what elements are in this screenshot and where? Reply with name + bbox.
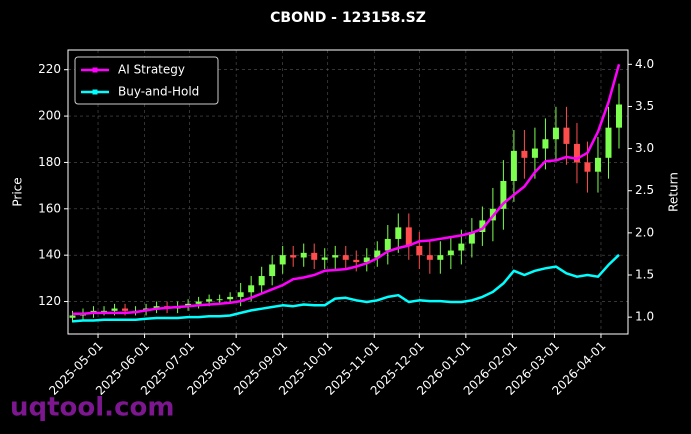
candle-body: [584, 162, 591, 172]
candle-body: [153, 306, 160, 309]
legend-label: Buy-and-Hold: [118, 85, 199, 99]
candle-body: [437, 255, 444, 260]
legend-box: [74, 56, 219, 105]
candle-body: [552, 127, 559, 140]
candle-body: [563, 127, 570, 144]
y2-axis-label: Return: [667, 172, 681, 212]
y2-tick-label: 1.0: [635, 310, 654, 324]
candle-body: [426, 255, 433, 260]
candle-body: [542, 139, 549, 149]
y2-tick-label: 2.5: [635, 183, 654, 197]
candle-body: [594, 157, 601, 172]
candle-body: [122, 308, 129, 311]
y-tick-label: 200: [38, 109, 61, 123]
candle-body: [605, 127, 612, 158]
y-tick-label: 160: [38, 201, 61, 215]
candle-body: [227, 296, 234, 300]
candle-body: [458, 243, 465, 251]
candle-body: [374, 250, 381, 258]
y2-tick-label: 3.5: [635, 99, 654, 113]
y2-tick-label: 3.0: [635, 141, 654, 155]
candle-body: [468, 231, 475, 244]
y2-tick-label: 2.0: [635, 225, 654, 239]
candle-body: [69, 315, 76, 318]
axes-frame: [67, 49, 629, 335]
y-tick-label: 220: [38, 62, 61, 76]
candle-body: [510, 150, 517, 181]
legend: AI Strategy Buy-and-Hold: [74, 56, 219, 105]
candle-body: [573, 143, 580, 163]
candle-body: [206, 299, 213, 302]
y-axis-label: Price: [11, 177, 25, 206]
candle-body: [395, 227, 402, 239]
candle-body: [353, 259, 360, 263]
y2-tick-label: 4.0: [635, 57, 654, 71]
candle-body: [311, 252, 318, 260]
candle-body: [416, 245, 423, 256]
return-line: [72, 253, 620, 323]
chart-title: CBOND - 123158.SZ: [270, 10, 426, 26]
legend-label: AI Strategy: [118, 63, 185, 77]
y-tick-label: 180: [38, 155, 61, 169]
candle-body: [279, 255, 286, 265]
candle-body: [237, 292, 244, 297]
candle-body: [342, 255, 349, 260]
candle-body: [447, 250, 454, 256]
candle-body: [384, 238, 391, 251]
candle-body: [521, 150, 528, 158]
candle-body: [615, 104, 622, 128]
candle-body: [248, 285, 255, 293]
candle-body: [531, 148, 538, 158]
candle-body: [363, 257, 370, 263]
candle-body: [216, 299, 223, 301]
return-line: [72, 63, 621, 316]
candle-body: [111, 308, 118, 311]
y2-tick-label: 1.5: [635, 268, 654, 282]
candle-body: [101, 310, 108, 312]
candle-body: [405, 227, 412, 246]
candle-body: [321, 257, 328, 260]
candle-body: [195, 301, 202, 304]
candle-body: [269, 264, 276, 277]
candle-body: [500, 180, 507, 209]
legend-marker: [92, 67, 98, 73]
candle-body: [300, 252, 307, 258]
candle-body: [332, 255, 339, 258]
y-tick-label: 120: [38, 294, 61, 308]
y-tick-label: 140: [38, 248, 61, 262]
watermark: uqtool.com: [10, 393, 174, 423]
candle-body: [258, 276, 265, 286]
candle-body: [290, 255, 297, 258]
candle-body: [479, 220, 486, 232]
legend-marker: [92, 89, 98, 95]
